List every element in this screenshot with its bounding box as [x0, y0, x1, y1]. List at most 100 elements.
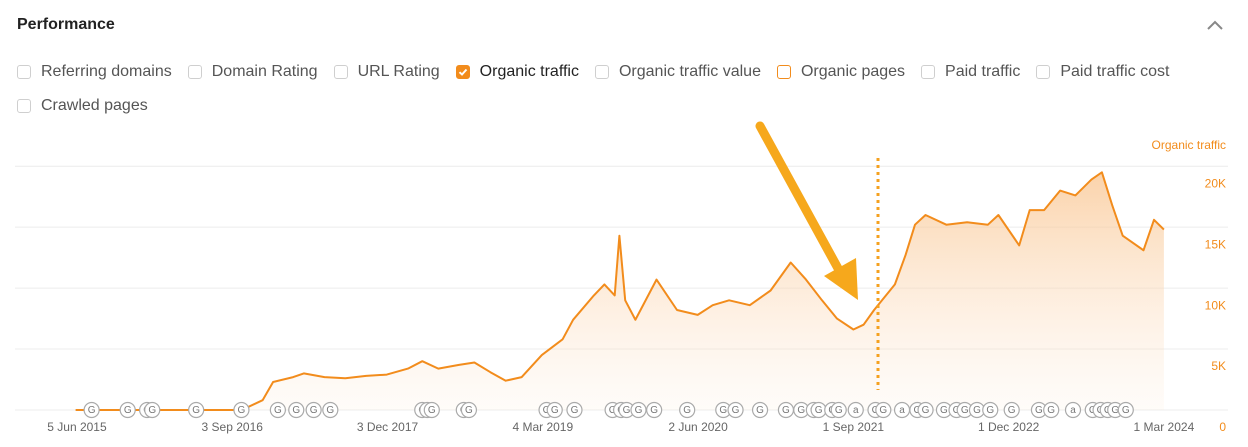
x-tick-label: 2 Jun 2020	[668, 420, 728, 434]
marker-label: G	[961, 405, 969, 416]
update-marker[interactable]: G	[830, 401, 847, 419]
filter-label: Organic traffic	[479, 63, 579, 80]
marker-circle	[1117, 401, 1134, 419]
y-tick-label: 5K	[1211, 359, 1226, 373]
marker-circle	[423, 401, 440, 419]
update-marker[interactable]: G	[777, 401, 795, 419]
marker-circle	[322, 401, 339, 419]
filter-checkbox[interactable]: Domain Rating	[187, 61, 318, 83]
update-marker[interactable]: G	[322, 401, 339, 419]
update-marker[interactable]: G	[630, 401, 647, 419]
x-tick-label: 1 Dec 2022	[978, 420, 1040, 434]
filter-label: Paid traffic cost	[1060, 63, 1170, 80]
marker-circle	[727, 401, 744, 419]
marker-label: G	[1111, 405, 1119, 416]
update-marker[interactable]: G	[751, 401, 769, 419]
marker-label: G	[797, 405, 805, 416]
update-marker[interactable]: G	[810, 401, 827, 419]
marker-circle	[875, 401, 892, 419]
marker-label: G	[1035, 405, 1043, 416]
marker-label: G	[551, 405, 559, 416]
marker-circle	[646, 401, 663, 419]
update-marker[interactable]: G	[305, 401, 322, 419]
marker-circle	[982, 401, 999, 419]
filter-checkbox[interactable]: Paid traffic cost	[1036, 61, 1169, 83]
checkbox[interactable]	[455, 65, 470, 79]
marker-circle	[119, 401, 136, 419]
update-marker[interactable]: G	[144, 401, 161, 419]
checkbox[interactable]	[187, 65, 202, 79]
marker-circle	[847, 401, 864, 419]
update-marker[interactable]: G	[546, 401, 563, 419]
checkbox[interactable]	[921, 65, 936, 79]
update-marker[interactable]: G	[1003, 401, 1020, 419]
filter-label: Domain Rating	[211, 63, 318, 80]
checkbox[interactable]	[17, 99, 31, 113]
x-tick-label: 1 Mar 2024	[1134, 420, 1195, 434]
update-marker[interactable]: G	[188, 401, 205, 419]
update-marker[interactable]: G	[679, 401, 696, 419]
marker-label: a	[1070, 405, 1076, 416]
update-marker[interactable]: G	[727, 401, 744, 419]
update-marker[interactable]: G	[566, 401, 583, 419]
update-marker[interactable]: G	[288, 401, 305, 419]
x-tick-label: 1 Sep 2021	[823, 420, 885, 434]
marker-circle	[269, 401, 286, 419]
marker-circle	[460, 401, 478, 419]
filter-checkbox[interactable]: URL Rating	[333, 61, 440, 83]
marker-circle	[917, 401, 934, 419]
update-marker[interactable]: G	[1117, 401, 1134, 419]
x-tick-label: 5 Jun 2015	[47, 420, 107, 434]
marker-circle	[83, 401, 100, 419]
update-marker[interactable]: G	[460, 401, 478, 419]
marker-circle	[188, 401, 205, 419]
filter-checkbox[interactable]: Organic traffic	[455, 61, 579, 83]
update-marker[interactable]: a	[847, 401, 864, 419]
checkbox[interactable]	[17, 65, 31, 79]
marker-label: G	[609, 405, 617, 416]
update-marker[interactable]: G	[269, 401, 286, 419]
marker-circle	[1064, 401, 1082, 419]
checkbox[interactable]	[1036, 65, 1051, 79]
filter-checkbox[interactable]: Organic pages	[776, 61, 905, 83]
update-marker[interactable]: G	[982, 401, 999, 419]
marker-circle	[233, 401, 250, 419]
marker-label: G	[835, 405, 843, 416]
marker-label: G	[124, 405, 132, 416]
filter-checkbox[interactable]: Crawled pages	[17, 95, 148, 117]
filter-checkbox[interactable]: Paid traffic	[921, 61, 1020, 83]
update-marker[interactable]: G	[917, 401, 934, 419]
checkbox[interactable]	[594, 65, 609, 79]
marker-label: G	[650, 405, 658, 416]
collapse-button[interactable]	[1206, 17, 1224, 35]
update-marker[interactable]: G	[83, 401, 100, 419]
y-axis-label: Organic traffic	[1152, 138, 1226, 152]
filter-label: Referring domains	[41, 63, 172, 80]
checkbox[interactable]	[333, 65, 348, 79]
filter-checkbox[interactable]: Organic traffic value	[594, 61, 761, 83]
update-marker[interactable]: a	[893, 401, 911, 419]
marker-circle	[305, 401, 322, 419]
marker-circle	[144, 401, 161, 419]
checkbox[interactable]	[776, 65, 791, 79]
marker-label: G	[88, 405, 96, 416]
filter-label: URL Rating	[357, 63, 440, 80]
filter-label: Paid traffic	[945, 63, 1021, 80]
update-marker[interactable]: G	[1043, 401, 1060, 419]
update-marker[interactable]: G	[646, 401, 663, 419]
filter-label: Organic traffic value	[618, 63, 761, 80]
update-marker[interactable]: G	[423, 401, 440, 419]
marker-label: G	[683, 405, 691, 416]
marker-label: G	[1008, 405, 1016, 416]
marker-label: G	[719, 405, 727, 416]
update-marker[interactable]: G	[875, 401, 892, 419]
marker-label: G	[635, 405, 643, 416]
marker-label: G	[782, 405, 790, 416]
update-marker[interactable]: G	[233, 401, 250, 419]
update-marker[interactable]: G	[119, 401, 136, 419]
marker-circle	[566, 401, 583, 419]
update-marker[interactable]: a	[1064, 401, 1082, 419]
marker-circle	[1003, 401, 1020, 419]
marker-label: G	[1047, 405, 1055, 416]
filter-checkbox[interactable]: Referring domains	[17, 61, 172, 83]
